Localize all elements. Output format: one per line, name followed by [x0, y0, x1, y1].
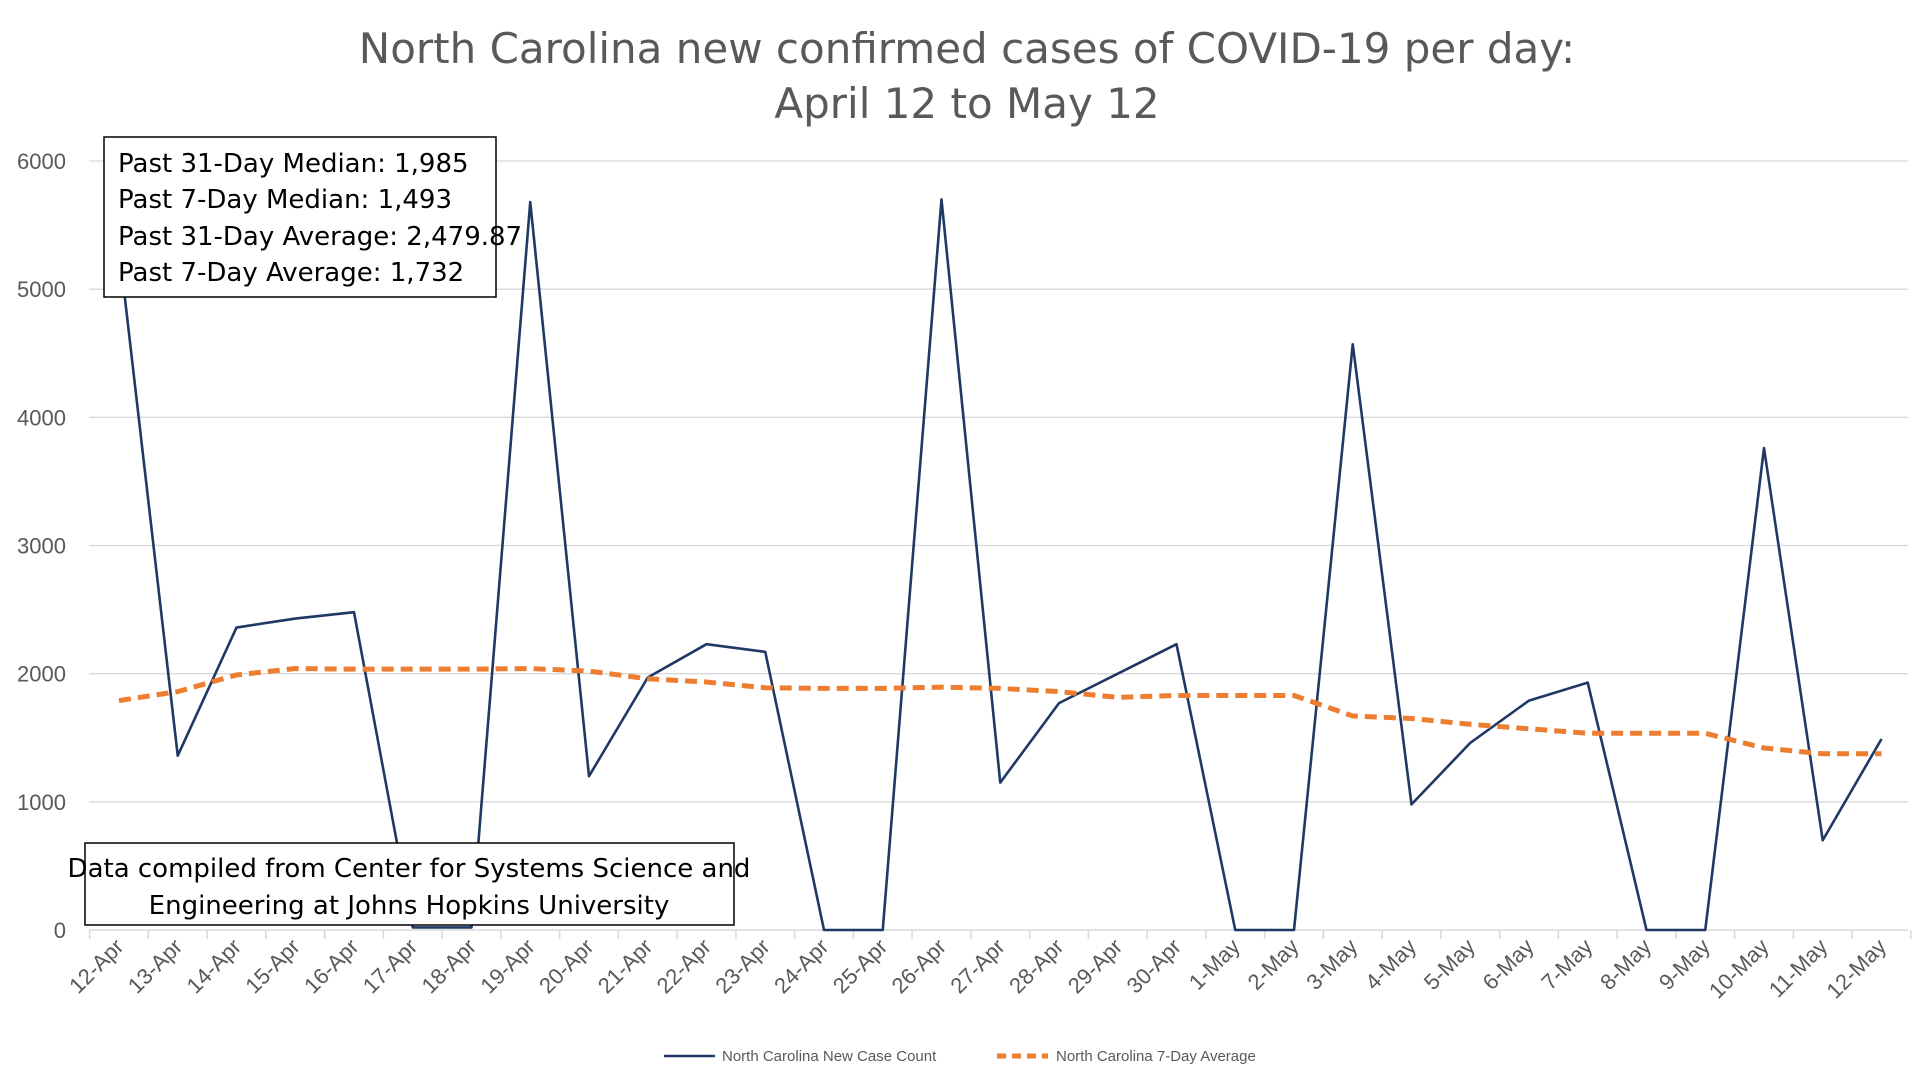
source-line-1: Data compiled from Center for Systems Sc… — [68, 854, 751, 884]
y-tick-label: 2000 — [17, 662, 66, 687]
y-tick-label: 3000 — [17, 534, 66, 559]
y-tick-label: 5000 — [17, 277, 66, 302]
y-tick-label: 1000 — [17, 790, 66, 815]
y-tick-label: 6000 — [17, 149, 66, 174]
gridlines — [89, 160, 1908, 803]
source-box-border — [84, 842, 735, 926]
y-tick-label: 4000 — [17, 405, 66, 430]
source-box: Data compiled from Center for Systems Sc… — [68, 842, 751, 926]
series-lines — [117, 198, 1883, 932]
chart-title: North Carolina new confirmed cases of CO… — [359, 24, 1575, 73]
y-tick-label: 0 — [54, 918, 66, 943]
stats-box-border — [103, 136, 497, 298]
chart-subtitle: April 12 to May 12 — [774, 79, 1159, 128]
stats-line-31-day-median: Past 31-Day Median: 1,985 — [118, 149, 469, 179]
y-axis-ticks: 0 1000 2000 3000 4000 5000 6000 — [17, 149, 66, 943]
legend-label-7-day-average: North Carolina 7-Day Average — [1056, 1048, 1256, 1065]
legend-label-new-case-count: North Carolina New Case Count — [722, 1048, 937, 1065]
stats-line-31-day-average: Past 31-Day Average: 2,479.87 — [118, 222, 522, 252]
x-axis — [88, 929, 1912, 939]
stats-line-7-day-median: Past 7-Day Median: 1,493 — [118, 185, 452, 215]
stats-line-7-day-average: Past 7-Day Average: 1,732 — [118, 258, 464, 288]
source-line-2: Engineering at Johns Hopkins University — [149, 891, 670, 921]
stats-box: Past 31-Day Median: 1,985 Past 7-Day Med… — [103, 136, 522, 298]
legend: North Carolina New Case Count North Caro… — [664, 1048, 1256, 1065]
